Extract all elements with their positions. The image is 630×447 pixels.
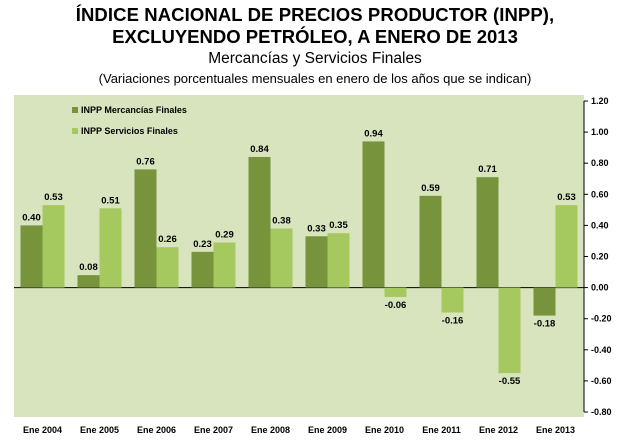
bar-servicios: [327, 233, 350, 288]
x-tick-label: Ene 2012: [479, 425, 518, 435]
data-label: 0.35: [329, 220, 348, 231]
bar-mercancias: [533, 287, 556, 316]
legend-swatch: [72, 128, 78, 134]
data-label: 0.71: [478, 164, 497, 175]
y-tick-label: -0.80: [591, 407, 612, 417]
bar-servicios: [441, 287, 464, 313]
bar-servicios: [384, 287, 407, 297]
data-label: 0.84: [250, 144, 269, 155]
bar-servicios: [99, 208, 122, 288]
data-label: 0.33: [307, 223, 326, 234]
data-label: 0.53: [557, 192, 576, 203]
chart-title-line2: EXCLUYENDO PETRÓLEO, A ENERO DE 2013: [112, 26, 518, 47]
bar-servicios: [213, 242, 236, 288]
data-label: -0.16: [442, 315, 464, 326]
bar-servicios: [498, 287, 521, 374]
bar-mercancias: [134, 169, 157, 288]
x-tick-label: Ene 2004: [23, 425, 62, 435]
y-tick-label: 0.80: [591, 158, 609, 168]
y-tick-label: 1.20: [591, 96, 609, 106]
chart-note: (Variaciones porcentuales mensuales en e…: [98, 71, 532, 86]
bar-servicios: [270, 228, 293, 288]
data-label: -0.55: [499, 376, 521, 387]
bar-mercancias: [77, 275, 100, 288]
bar-servicios: [42, 205, 65, 288]
data-label: 0.38: [272, 216, 291, 227]
data-label: 0.40: [22, 212, 41, 223]
x-tick-label: Ene 2008: [251, 425, 290, 435]
y-tick-label: 1.00: [591, 127, 609, 137]
bar-mercancias: [20, 225, 43, 288]
chart-subtitle: Mercancías y Servicios Finales: [208, 50, 422, 67]
data-label: 0.76: [136, 156, 155, 167]
bar-mercancias: [362, 141, 385, 288]
data-label: 0.59: [421, 183, 440, 194]
y-tick-label: 0.60: [591, 189, 609, 199]
x-tick-label: Ene 2009: [308, 425, 347, 435]
x-tick-label: Ene 2006: [137, 425, 176, 435]
bar-mercancias: [191, 251, 214, 288]
legend-entry: INPP Mercancías Finales: [81, 105, 187, 115]
data-label: 0.23: [193, 239, 212, 250]
x-tick-label: Ene 2005: [80, 425, 119, 435]
y-tick-label: -0.20: [591, 314, 612, 324]
data-label: -0.06: [385, 300, 407, 311]
bar-servicios: [555, 205, 578, 288]
y-tick-label: 0.20: [591, 252, 609, 262]
legend-swatch: [72, 107, 78, 113]
data-label: 0.26: [158, 234, 177, 245]
y-tick-label: 0.00: [591, 283, 609, 293]
chart-title-line1: ÍNDICE NACIONAL DE PRECIOS PRODUCTOR (IN…: [75, 4, 555, 25]
bar-mercancias: [305, 236, 328, 288]
data-label: 0.51: [101, 195, 120, 206]
x-tick-label: Ene 2011: [422, 425, 461, 435]
bar-mercancias: [419, 195, 442, 288]
data-label: 0.53: [44, 192, 63, 203]
x-tick-label: Ene 2007: [194, 425, 233, 435]
data-label: 0.29: [215, 230, 234, 241]
data-label: 0.08: [79, 262, 98, 273]
legend-entry: INPP Servicios Finales: [81, 126, 178, 136]
x-tick-label: Ene 2013: [536, 425, 575, 435]
y-tick-label: -0.40: [591, 345, 612, 355]
data-label: -0.18: [534, 319, 556, 330]
data-label: 0.94: [364, 128, 383, 139]
y-tick-label: -0.60: [591, 376, 612, 386]
bar-servicios: [156, 247, 179, 288]
bar-mercancias: [248, 156, 271, 288]
x-tick-label: Ene 2010: [365, 425, 404, 435]
bar-mercancias: [476, 177, 499, 288]
y-tick-label: 0.40: [591, 220, 609, 230]
